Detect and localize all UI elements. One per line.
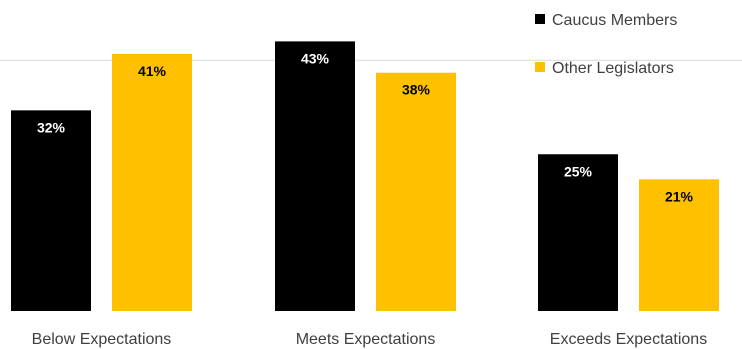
category-label-meets-expectations: Meets Expectations	[296, 331, 436, 348]
legend: Caucus Members Other Legislators	[535, 12, 677, 77]
legend-label-other-legislators: Other Legislators	[552, 60, 674, 77]
bar-caucus-members-below-expectations	[11, 110, 91, 311]
data-label-caucus-members-exceeds-expectations: 25%	[564, 163, 593, 179]
bars	[11, 41, 719, 312]
legend-label-caucus-members: Caucus Members	[552, 12, 677, 29]
legend-swatch-caucus-members	[535, 14, 545, 24]
bar-other-legislators-meets-expectations	[376, 72, 456, 312]
data-label-other-legislators-below-expectations: 41%	[138, 63, 167, 79]
data-label-caucus-members-below-expectations: 32%	[37, 119, 66, 135]
bar-caucus-members-exceeds-expectations	[538, 154, 618, 311]
data-label-caucus-members-meets-expectations: 43%	[301, 50, 330, 66]
data-label-other-legislators-exceeds-expectations: 21%	[665, 188, 694, 204]
bar-other-legislators-below-expectations	[112, 53, 192, 312]
bar-other-legislators-exceeds-expectations	[639, 179, 719, 311]
category-label-below-expectations: Below Expectations	[32, 331, 172, 348]
data-labels: 32% 41% 43% 38% 25% 21%	[37, 50, 694, 204]
category-labels: Below Expectations Meets Expectations Exce…	[32, 331, 708, 348]
data-label-other-legislators-meets-expectations: 38%	[402, 82, 431, 98]
bar-caucus-members-meets-expectations	[275, 41, 355, 311]
category-label-exceeds-expectations: Exceeds Expectations	[550, 331, 707, 348]
legend-swatch-other-legislators	[535, 62, 545, 72]
